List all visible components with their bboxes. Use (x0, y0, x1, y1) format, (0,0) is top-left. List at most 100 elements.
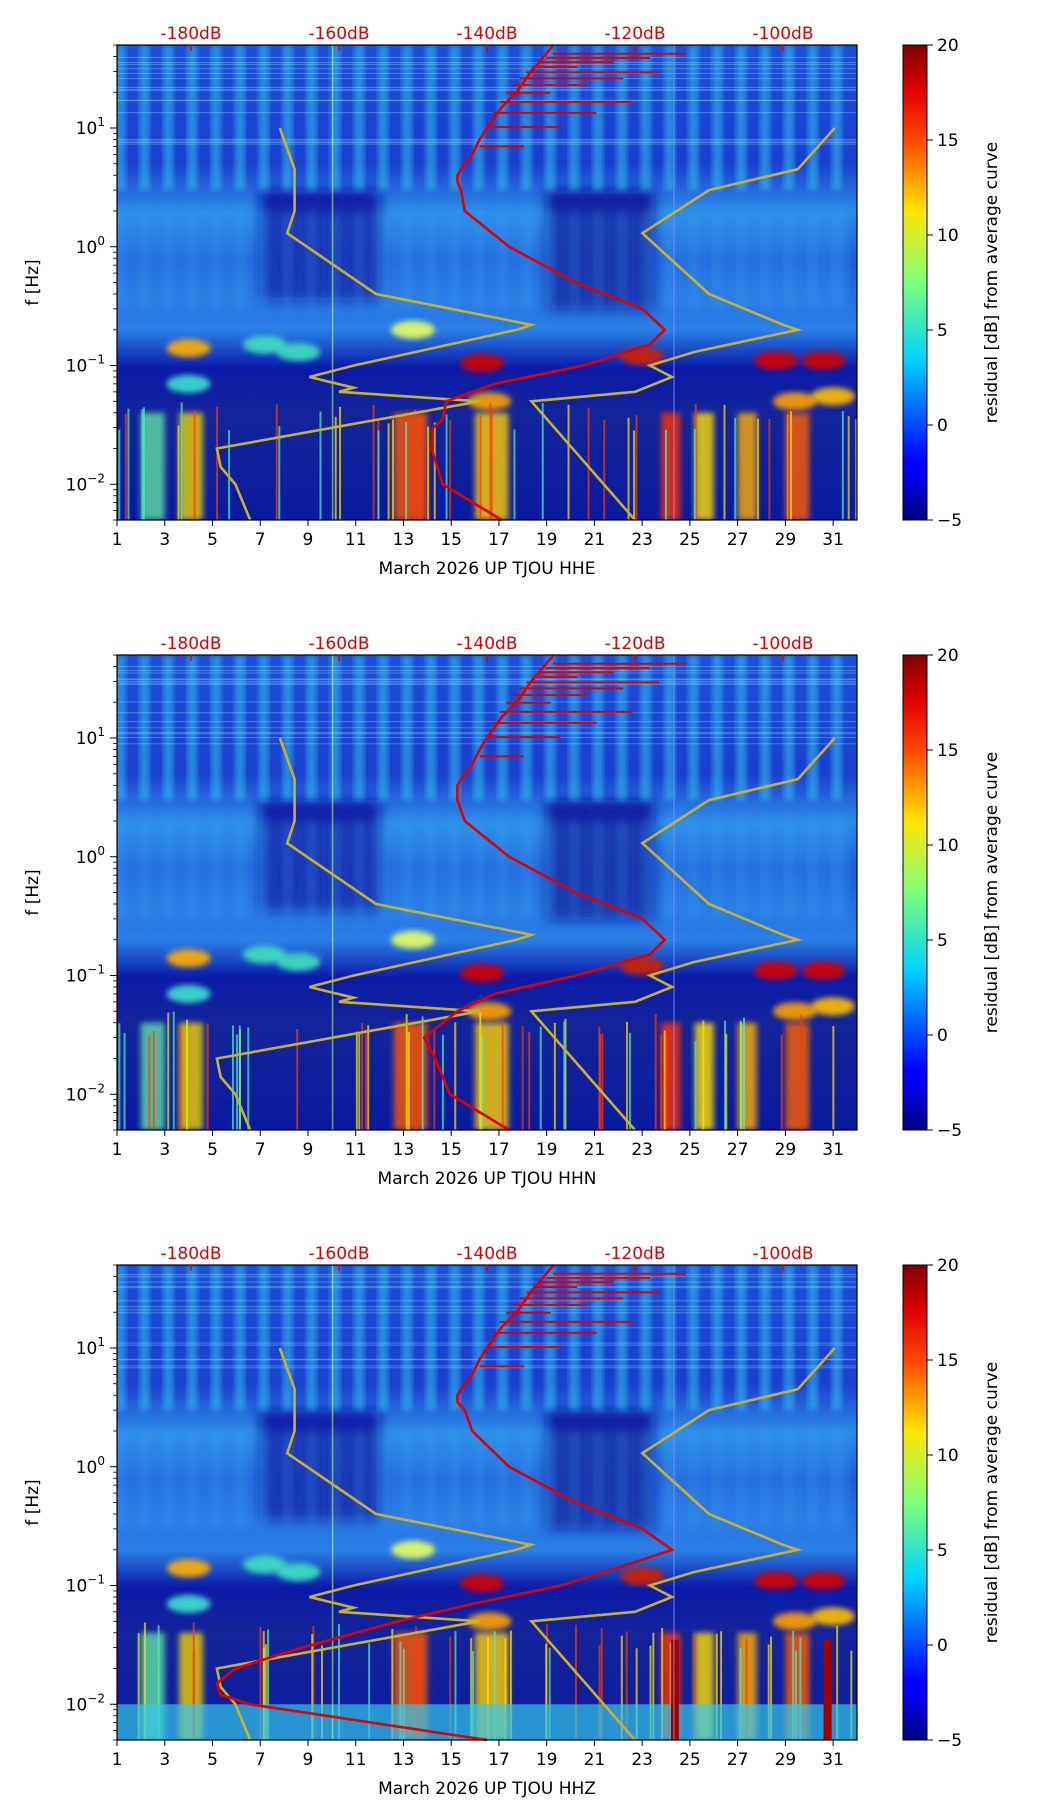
daily-stripe (163, 45, 174, 191)
daily-stripe (254, 211, 273, 309)
colorbar-tick-label: −5 (937, 511, 962, 531)
daily-stripe (664, 1265, 675, 1411)
lowfreq-streak (267, 1629, 270, 1740)
daily-stripe (616, 45, 627, 191)
microseism-blob (467, 392, 512, 411)
daily-stripe (445, 211, 464, 309)
lowfreq-streak (625, 1021, 628, 1130)
daily-stripe (183, 1431, 202, 1529)
daily-stripe (783, 655, 794, 801)
lowfreq-streak (803, 1642, 806, 1740)
daily-stripe (473, 1265, 484, 1411)
lowfreq-streak (236, 1034, 239, 1130)
hf-line (117, 733, 857, 735)
daily-stripe (517, 211, 536, 309)
lowfreq-streak (414, 1626, 417, 1740)
heatmap-image (117, 1265, 857, 1740)
daily-stripe (117, 1265, 126, 1411)
daily-stripe (612, 821, 631, 919)
daily-stripe (139, 1265, 150, 1411)
microseism-blob (460, 1573, 505, 1592)
daily-stripe (330, 655, 341, 801)
x-tick-label: 29 (775, 1140, 797, 1160)
lowfreq-streak (715, 1633, 718, 1740)
lowfreq-streak (421, 1016, 424, 1130)
daily-stripe (398, 211, 417, 309)
lowfreq-streak (355, 1031, 358, 1130)
hf-line (117, 86, 857, 88)
daily-stripe (732, 821, 751, 919)
lowfreq-streak (407, 1031, 410, 1130)
lowfreq-column (661, 412, 681, 520)
microseism-blob (620, 957, 665, 976)
daily-stripe (616, 655, 627, 801)
daily-stripe (330, 45, 341, 191)
daily-stripe (660, 1431, 679, 1529)
y-axis-label: f [Hz] (23, 869, 43, 915)
lowfreq-streak (792, 1630, 795, 1740)
daily-stripe (589, 1431, 607, 1529)
daily-stripe (230, 821, 249, 919)
microseism-blob (620, 1567, 665, 1586)
daily-stripe (521, 655, 532, 801)
microseism-blob (772, 1612, 817, 1631)
lowfreq-streak (454, 1631, 457, 1740)
lowfreq-streak (539, 1026, 542, 1130)
lowfreq-streak (387, 423, 390, 520)
daily-stripe (684, 1431, 703, 1529)
lowfreq-streak (541, 403, 544, 520)
noise-model-low-line (215, 127, 537, 521)
daily-stripe (827, 211, 846, 309)
daily-stripe (187, 655, 198, 801)
hf-line (117, 732, 857, 734)
lowfreq-streak (141, 408, 144, 520)
hf-line (117, 721, 857, 723)
colorbar-tick-label: 15 (937, 1351, 959, 1371)
daily-stripe (616, 1265, 627, 1411)
daily-stripe (187, 45, 198, 191)
db-tick-label: -100dB (752, 1244, 813, 1264)
lowfreq-streak (652, 1632, 655, 1740)
lowfreq-streak (743, 1017, 746, 1130)
colorbar-tick-label: 15 (937, 131, 959, 151)
x-tick-label: 25 (679, 530, 701, 550)
hf-line (117, 100, 857, 102)
lowfreq-streak (124, 413, 127, 520)
daily-stripe (135, 211, 154, 309)
lowfreq-streak (601, 1033, 604, 1130)
microseism-blob (753, 961, 798, 980)
lowfreq-streak (599, 1034, 602, 1130)
daily-stripe (211, 655, 222, 801)
daily-stripe (589, 821, 607, 919)
daily-stripe (421, 821, 440, 919)
x-tick-label: 3 (159, 1750, 170, 1770)
x-tick-label: 27 (727, 530, 749, 550)
x-tick-label: 17 (488, 1750, 510, 1770)
lowfreq-streak (445, 414, 448, 520)
hf-line (117, 712, 857, 714)
lowfreq-streak (633, 430, 636, 520)
microseism-blob (391, 320, 435, 339)
x-tick-label: 13 (393, 1140, 415, 1160)
daily-stripe (760, 45, 771, 191)
y-tick-label: 10−2 (66, 1691, 105, 1715)
x-tick-label: 19 (536, 530, 558, 550)
daily-stripe (541, 211, 560, 309)
lowfreq-streak (399, 1641, 402, 1740)
daily-stripe (660, 821, 679, 919)
daily-stripe (803, 211, 822, 309)
daily-stripe (398, 821, 417, 919)
lowfreq-streak (262, 1647, 265, 1740)
x-tick-label: 9 (303, 1140, 314, 1160)
lowfreq-streak (143, 1622, 146, 1740)
x-tick-label: 31 (822, 530, 844, 550)
lowfreq-streak (402, 1648, 405, 1740)
daily-stripe (712, 1265, 723, 1411)
lowfreq-streak (628, 1032, 631, 1130)
daily-stripe (183, 211, 202, 309)
lowfreq-streak (836, 1625, 839, 1740)
lowfreq-streak (694, 1040, 697, 1130)
x-tick-label: 31 (822, 1750, 844, 1770)
data-gap-line (331, 1265, 334, 1740)
lowfreq-streak (649, 1645, 652, 1740)
